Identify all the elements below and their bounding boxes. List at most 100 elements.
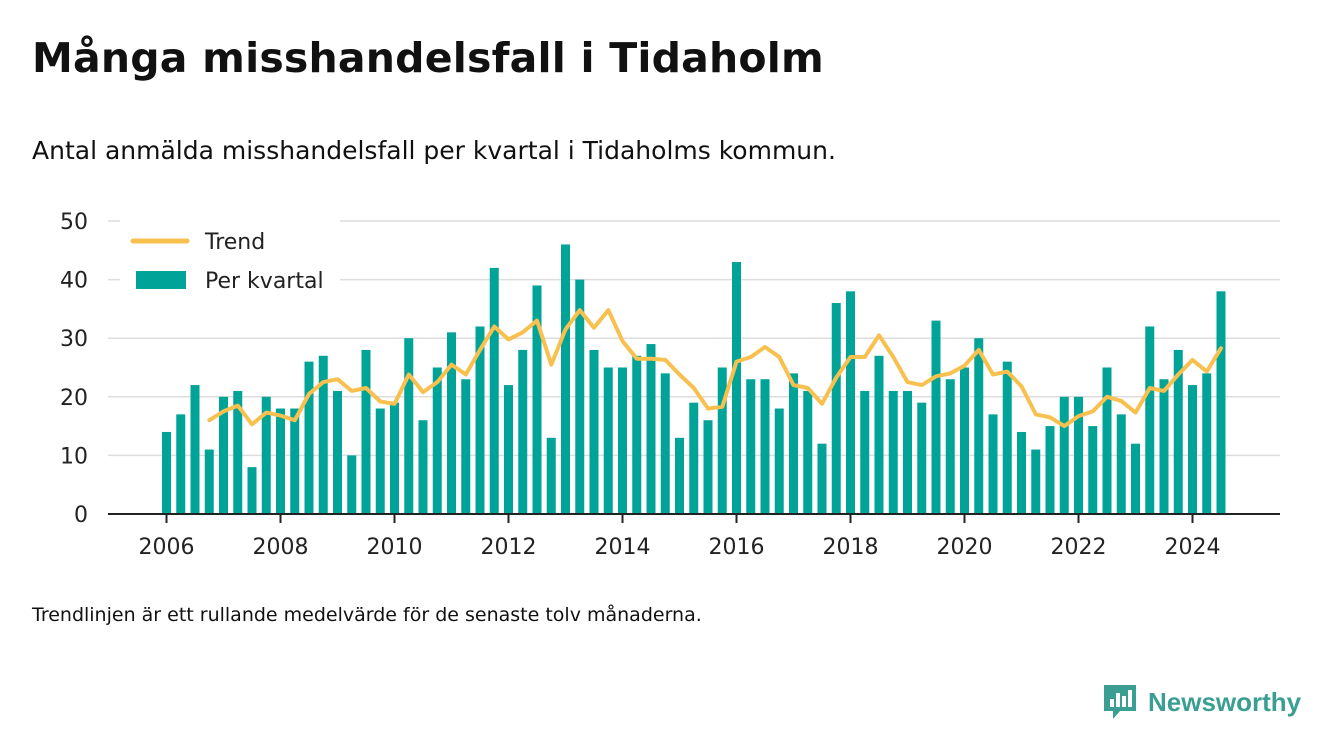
bar-2009-q3 [361,349,371,514]
bar-2022-q4 [1116,414,1126,514]
bar-2017-q2 [803,390,813,514]
bar-2020-q3 [988,414,998,514]
chart: 0 10 20 30 40 50 2006 2008 2010 2012 2014 2016 2018… [60,210,1280,560]
bar-2012-q1 [504,385,513,514]
bar-2007-q2 [233,390,243,514]
chart-subtitle: Antal anmälda misshandelsfall per kvarta… [32,136,836,165]
brand-name: Newsworthy [1148,686,1302,717]
y-tick-labels: 0 10 20 30 40 50 [60,210,88,528]
bar-2017-q1 [789,373,798,514]
footnote: Trendlinjen är ett rullande medelvärde f… [32,604,702,626]
bar-2016-q3 [760,379,770,514]
bar-2021-q2 [1031,449,1041,514]
bar-2011-q2 [461,379,471,514]
bar-2020-q1 [960,367,969,514]
bar-2021-q1 [1017,431,1026,514]
y-tick-label: 30 [60,327,88,352]
bar-2023-q4 [1173,349,1183,514]
bar-2018-q3 [874,355,884,514]
bar-2017-q4 [831,303,841,514]
bar-2011-q4 [489,267,499,514]
bar-2014-q1 [618,367,627,514]
bar-2007-q1 [219,396,228,514]
bar-2013-q2 [575,279,585,514]
bar-2015-q2 [689,402,699,514]
bar-2013-q4 [603,367,613,514]
y-tick-label: 10 [60,444,88,469]
y-tick-label: 0 [74,503,88,528]
legend-label-per-kvartal: Per kvartal [205,269,324,294]
x-tick-label: 2018 [823,535,879,560]
bar-2011-q3 [475,326,485,514]
bar-2023-q1 [1131,443,1140,514]
bar-2023-q3 [1159,379,1169,514]
legend-swatch-per-kvartal [136,271,186,289]
bar-2012-q4 [546,437,556,514]
bar-2024-q1 [1188,385,1197,514]
x-tick-label: 2014 [595,535,651,560]
bar-2023-q2 [1145,326,1155,514]
bar-2015-q4 [717,367,727,514]
bar-2013-q3 [589,349,599,514]
bar-2008-q4 [318,355,328,514]
bar-2006-q1 [162,431,171,514]
bar-2006-q2 [176,414,186,514]
bar-2019-q3 [931,320,941,514]
bar-2024-q2 [1202,373,1212,514]
chart-title: Många misshandelsfall i Tidaholm [32,34,824,82]
bar-2014-q4 [660,373,670,514]
bar-2014-q3 [646,344,656,514]
bar-2014-q2 [632,355,642,514]
bar-2010-q1 [390,402,399,514]
bar-2010-q4 [432,367,442,514]
bar-2020-q2 [974,338,984,514]
newsworthy-icon [1104,685,1136,719]
bar-2008-q3 [304,361,314,514]
x-tick-label: 2020 [937,535,993,560]
bar-2010-q2 [404,338,414,514]
bar-2024-q3 [1216,291,1226,514]
bar-2009-q1 [333,390,342,514]
bar-2007-q4 [261,396,271,514]
bar-2013-q1 [561,244,570,514]
x-tick-label: 2012 [481,535,537,560]
bar-2012-q3 [532,285,542,514]
bar-2022-q1 [1074,396,1083,514]
legend-label-trend: Trend [204,230,265,255]
bar-2022-q3 [1102,367,1112,514]
bar-2018-q2 [860,390,870,514]
bar-2009-q2 [347,455,357,514]
x-tick-label: 2006 [139,535,195,560]
bar-2016-q4 [774,408,784,514]
x-tick-label: 2024 [1165,535,1221,560]
y-tick-label: 50 [60,210,88,235]
bar-2020-q4 [1002,361,1012,514]
bar-2016-q1 [732,262,741,514]
x-tick-label: 2008 [253,535,309,560]
y-tick-label: 20 [60,386,88,411]
bar-2007-q3 [247,467,257,514]
bar-2011-q1 [447,332,456,514]
bar-2018-q1 [846,291,855,514]
y-tick-label: 40 [60,269,88,294]
bar-2015-q3 [703,420,713,514]
bar-2009-q4 [375,408,385,514]
bar-2022-q2 [1088,426,1098,514]
x-tick-label: 2022 [1051,535,1107,560]
bar-2015-q1 [675,437,684,514]
trend-line [207,308,1223,429]
bar-2010-q3 [418,420,428,514]
bar-2019-q2 [917,402,927,514]
bar-2021-q3 [1045,426,1055,514]
bar-2008-q2 [290,408,300,514]
legend: Trend Per kvartal [120,219,340,299]
bar-2016-q2 [746,379,756,514]
bar-2019-q1 [903,390,912,514]
bar-2019-q4 [945,379,955,514]
x-tick-labels: 2006 2008 2010 2012 2014 2016 2018 2020 2022 2024 [139,514,1221,560]
bar-2006-q3 [190,385,200,514]
x-tick-label: 2016 [709,535,765,560]
x-tick-label: 2010 [367,535,423,560]
bar-2018-q4 [888,390,898,514]
bar-2008-q1 [276,408,285,514]
